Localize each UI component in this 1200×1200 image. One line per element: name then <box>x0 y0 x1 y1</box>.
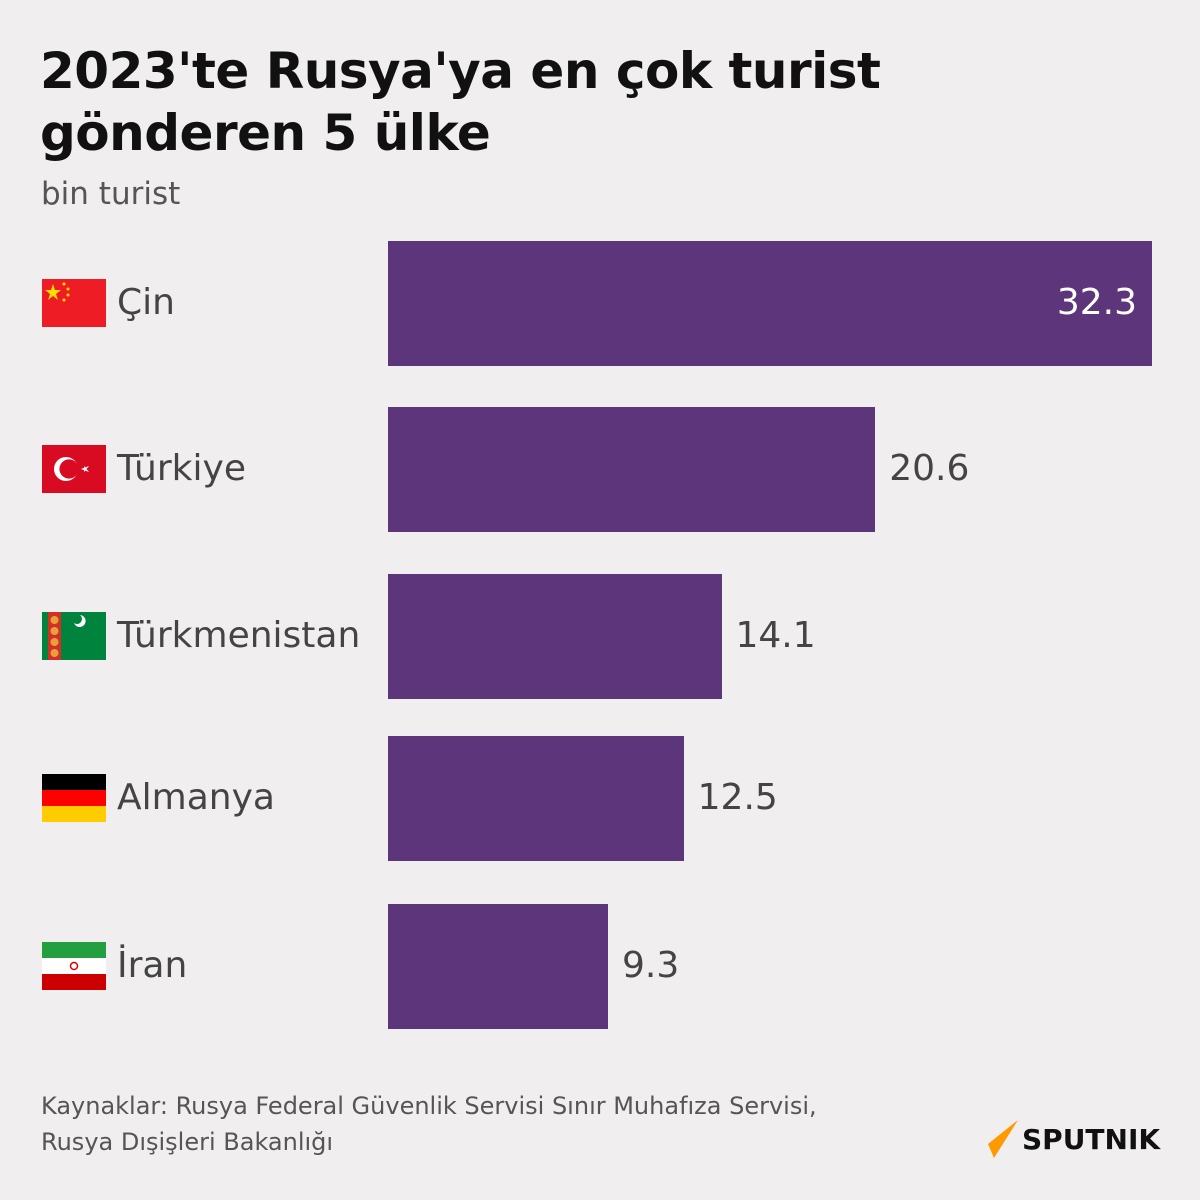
chart-title: 2023'te Rusya'ya en çok turist gönderen … <box>40 42 881 162</box>
sputnik-logo: SPUTNIK <box>984 1120 1160 1158</box>
bar-row: Almanya 12.5 <box>0 736 1200 861</box>
category-label: Türkiye <box>117 448 246 489</box>
value-label: 9.3 <box>621 945 680 986</box>
bar-row: Çin 32.3 <box>0 241 1200 366</box>
category-label: İran <box>117 945 188 986</box>
bar <box>388 407 876 532</box>
category-label: Türkmenistan <box>117 615 361 656</box>
bar-row: İran 9.3 <box>0 904 1200 1029</box>
china-flag-icon <box>42 279 106 327</box>
germany-flag-icon <box>42 774 106 822</box>
bar <box>388 736 684 861</box>
category-label: Çin <box>117 282 175 323</box>
iran-flag-icon <box>42 942 106 990</box>
unit-label: bin turist <box>41 176 181 212</box>
turkmenistan-flag-icon <box>42 612 106 660</box>
source-line-1: Kaynaklar: Rusya Federal Güvenlik Servis… <box>41 1092 817 1120</box>
bar <box>388 574 722 699</box>
bar-row: Türkmenistan 14.1 <box>0 574 1200 699</box>
category-label: Almanya <box>117 777 275 818</box>
value-label: 14.1 <box>735 615 816 656</box>
value-label: 20.6 <box>889 448 970 489</box>
value-label: 32.3 <box>1056 282 1137 323</box>
sputnik-logo-icon <box>988 1120 1018 1158</box>
source-note: Kaynaklar: Rusya Federal Güvenlik Servis… <box>41 1088 817 1160</box>
logo-text: SPUTNIK <box>1022 1122 1161 1156</box>
turkey-flag-icon <box>42 445 106 493</box>
value-label: 12.5 <box>697 777 778 818</box>
bar-row: Türkiye 20.6 <box>0 407 1200 532</box>
bar <box>388 904 608 1029</box>
bar <box>388 241 1152 366</box>
source-line-2: Rusya Dışişleri Bakanlığı <box>41 1128 334 1156</box>
